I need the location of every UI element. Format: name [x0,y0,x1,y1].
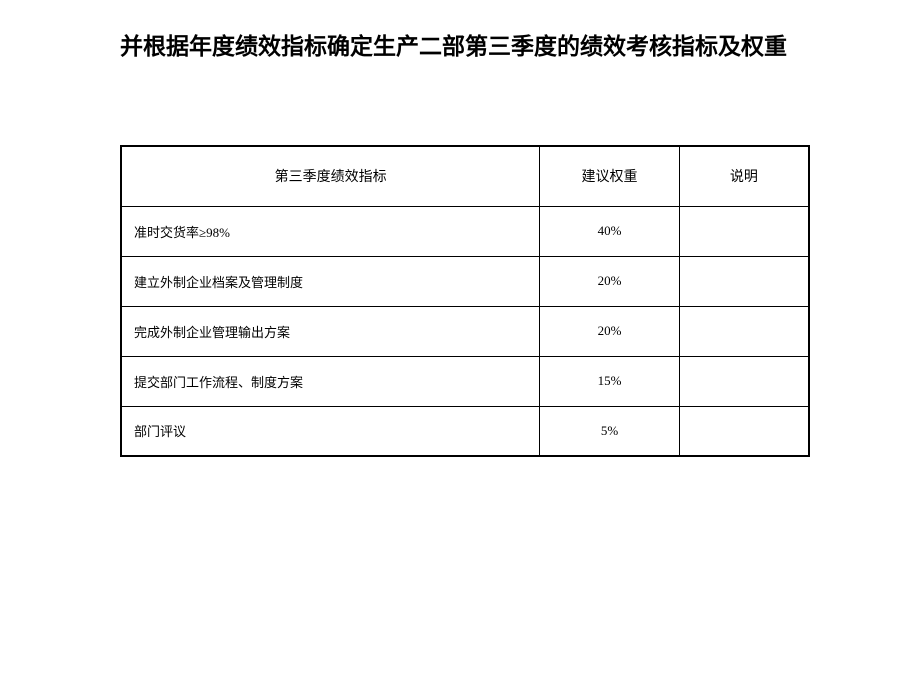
cell-note [679,356,809,406]
header-weight: 建议权重 [540,146,680,206]
kpi-table: 第三季度绩效指标 建议权重 说明 准时交货率≥98% 40% 建立外制企业档案及… [120,145,810,457]
cell-indicator: 完成外制企业管理输出方案 [121,306,540,356]
cell-indicator: 准时交货率≥98% [121,206,540,256]
cell-weight: 5% [540,406,680,456]
cell-weight: 20% [540,256,680,306]
cell-indicator: 建立外制企业档案及管理制度 [121,256,540,306]
table-row: 部门评议 5% [121,406,809,456]
kpi-table-container: 第三季度绩效指标 建议权重 说明 准时交货率≥98% 40% 建立外制企业档案及… [120,145,810,457]
table-row: 建立外制企业档案及管理制度 20% [121,256,809,306]
cell-note [679,306,809,356]
cell-note [679,206,809,256]
header-note: 说明 [679,146,809,206]
table-row: 提交部门工作流程、制度方案 15% [121,356,809,406]
cell-indicator: 部门评议 [121,406,540,456]
cell-note [679,406,809,456]
table-row: 完成外制企业管理输出方案 20% [121,306,809,356]
page-title: 并根据年度绩效指标确定生产二部第三季度的绩效考核指标及权重 [120,30,810,62]
cell-weight: 15% [540,356,680,406]
table-header-row: 第三季度绩效指标 建议权重 说明 [121,146,809,206]
cell-weight: 40% [540,206,680,256]
cell-indicator: 提交部门工作流程、制度方案 [121,356,540,406]
header-indicator: 第三季度绩效指标 [121,146,540,206]
cell-note [679,256,809,306]
table-row: 准时交货率≥98% 40% [121,206,809,256]
cell-weight: 20% [540,306,680,356]
